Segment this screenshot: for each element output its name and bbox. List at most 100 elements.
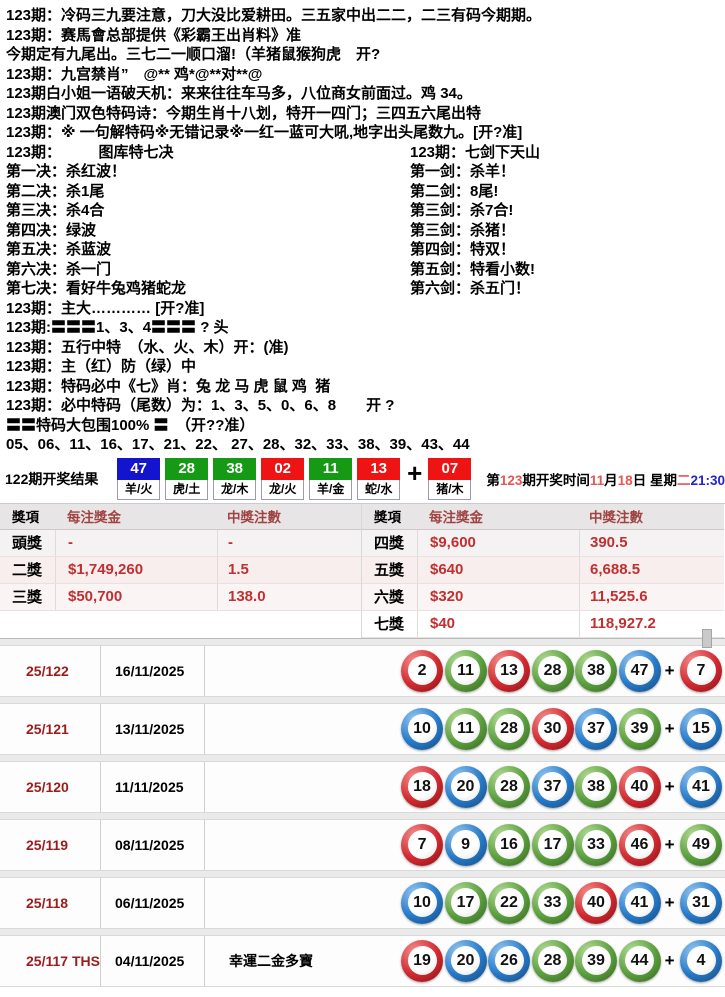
result-ball-number: 28 — [165, 457, 209, 480]
scrollbar-thumb[interactable] — [702, 629, 712, 648]
prize-row: 三獎 $50,700 138.0 — [0, 583, 361, 611]
special-ball-number: 31 — [686, 888, 716, 917]
prize-table-header: 獎項 每注獎金 中獎注數 — [362, 503, 724, 530]
history-date: 13/11/2025 — [100, 703, 204, 754]
next-draw-segment: 日 星期 — [632, 472, 677, 488]
history-period: 25/120 — [26, 778, 69, 795]
lottery-ball: 20 — [444, 765, 487, 808]
latest-result-bar: 122期开奖结果 47 羊/火 28 虎/土 38 龙/木 02 龙/火 11 羊/金 13 蛇/水 +… — [0, 455, 725, 503]
tip-right-text: 123期：七剑下天山 — [410, 143, 541, 161]
tip-line: 〓〓特码大包围100% 〓 （开??准） — [6, 416, 255, 434]
draw-history-rows: 25/122 16/11/2025 2 11 13 28 38 47 +7 25/121 13/11… — [0, 644, 725, 987]
lottery-ball-number: 46 — [625, 830, 655, 859]
prize-tier: 七獎 — [374, 616, 405, 633]
result-ball-number: 02 — [261, 457, 305, 480]
next-draw-segment: 21:30 — [690, 472, 725, 488]
prize-tier: 六獎 — [374, 589, 405, 606]
result-ball-number: 38 — [213, 457, 257, 480]
lottery-ball: 20 — [444, 939, 487, 982]
prize-header-cell: 中獎注數 — [589, 510, 643, 525]
result-special-ball-zodiac: 猪/木 — [428, 479, 472, 500]
tip-right-text: 第六剑：杀五门！ — [410, 280, 531, 297]
tip-left-text: 第二决：杀1尾 — [6, 182, 105, 200]
prize-unit-count: 11,525.6 — [579, 583, 724, 610]
lottery-ball-number: 20 — [451, 946, 481, 975]
lottery-ball-number: 38 — [581, 772, 611, 801]
lottery-ball-number: 33 — [581, 830, 611, 859]
prize-tier: 五獎 — [374, 562, 405, 579]
history-period: 25/118 — [26, 894, 69, 911]
lottery-ball: 17 — [444, 881, 487, 924]
tip-right-text: 第四剑：特双！ — [410, 241, 516, 258]
history-balls: 2 11 13 28 38 47 +7 — [400, 649, 725, 692]
history-date: 16/11/2025 — [100, 645, 204, 696]
lottery-ball: 30 — [531, 707, 574, 750]
tip-line: 123期：九宫禁肖” @** 鸡*@**对**@ — [6, 65, 263, 83]
lottery-ball-number: 17 — [451, 888, 481, 917]
tip-left-text: 第四决：绿波 — [6, 221, 97, 239]
lottery-ball-number: 28 — [494, 714, 524, 743]
next-draw-segment: 第 — [486, 472, 500, 488]
plus-sign: + — [664, 718, 675, 738]
prize-row: 六獎 $320 11,525.6 — [362, 583, 724, 611]
prize-table-header: 獎項 每注獎金 中獎注數 — [0, 503, 361, 530]
special-ball: 41 — [680, 765, 722, 808]
special-ball: 31 — [680, 881, 722, 924]
lottery-ball: 28 — [488, 765, 531, 808]
lottery-ball-number: 30 — [538, 714, 568, 743]
lottery-ball: 33 — [575, 823, 618, 866]
prize-table: 獎項 每注獎金 中獎注數 頭獎 - - 二獎 $1,749,260 1.5 三獎 $50,700 13… — [0, 503, 362, 638]
history-balls: 10 11 28 30 37 39 +15 — [400, 707, 725, 750]
lottery-ball-number: 40 — [581, 888, 611, 917]
lottery-ball-number: 33 — [538, 888, 568, 917]
lottery-ball-number: 37 — [538, 772, 568, 801]
lottery-ball: 9 — [444, 823, 487, 866]
next-draw-segment: 月 — [604, 472, 618, 488]
lottery-ball: 16 — [488, 823, 531, 866]
prize-amount: $50,700 — [55, 583, 217, 610]
lottery-ball-number: 13 — [494, 656, 524, 685]
prize-unit-count: 138.0 — [217, 583, 361, 610]
lottery-ball-number: 38 — [581, 656, 611, 685]
prize-row: 頭獎 - - — [0, 529, 361, 557]
lottery-ball-number: 10 — [407, 888, 437, 917]
tip-right-text: 第五剑：特看小数! — [410, 260, 535, 278]
tip-right-text: 第一剑：杀羊！ — [410, 163, 516, 180]
special-ball: 15 — [680, 707, 722, 750]
lottery-ball-number: 11 — [451, 656, 481, 685]
history-date: 08/11/2025 — [100, 819, 204, 870]
lottery-ball: 37 — [531, 765, 574, 808]
plus-sign: + — [664, 950, 675, 970]
history-period: 25/117 THS — [26, 952, 100, 969]
lottery-ball: 2 — [401, 649, 444, 692]
prize-unit-count: 390.5 — [579, 529, 724, 556]
lottery-ball: 28 — [488, 707, 531, 750]
history-date: 04/11/2025 — [100, 935, 204, 986]
history-period: 25/119 — [26, 836, 69, 853]
plus-sign: + — [664, 776, 675, 796]
tip-line: 123期：特码必中《七》肖：兔 龙 马 虎 鼠 鸡 猪 — [6, 377, 331, 395]
lottery-ball-number: 28 — [494, 772, 524, 801]
tip-line: 05、06、11、16、17、21、22、 27、28、32、33、38、39、… — [6, 436, 470, 453]
special-ball-number: 7 — [686, 656, 716, 685]
history-note — [204, 761, 400, 812]
special-ball: 49 — [680, 823, 722, 866]
prize-unit-count: 1.5 — [217, 556, 361, 583]
prize-tier: 四獎 — [374, 535, 405, 552]
tip-two-column-row: 第五决：杀蓝波 第四剑：特双！ — [6, 240, 725, 260]
lottery-ball-number: 10 — [407, 714, 437, 743]
result-ball-zodiac: 龙/木 — [213, 479, 257, 500]
lottery-ball-number: 26 — [494, 946, 524, 975]
prize-unit-count: 118,927.2 — [579, 610, 724, 637]
lottery-ball-number: 40 — [625, 772, 655, 801]
next-draw-segment: 11 — [589, 472, 605, 488]
result-ball-zodiac: 龙/火 — [261, 479, 305, 500]
tips-section: 123期：冷码三九要注意，刀大没比爱耕田。三五家中出二二，二三有码今期期。 123… — [0, 0, 725, 455]
special-ball: 4 — [680, 939, 722, 982]
tip-line: 123期:〓〓〓1、3、4〓〓〓 ? 头 — [6, 319, 229, 336]
tip-left-text: 123期： 图库特七决 — [6, 143, 174, 161]
prize-amount: $320 — [417, 583, 579, 610]
lottery-ball-number: 39 — [625, 714, 655, 743]
prize-tier: 二獎 — [12, 562, 43, 579]
lottery-ball: 18 — [401, 765, 444, 808]
